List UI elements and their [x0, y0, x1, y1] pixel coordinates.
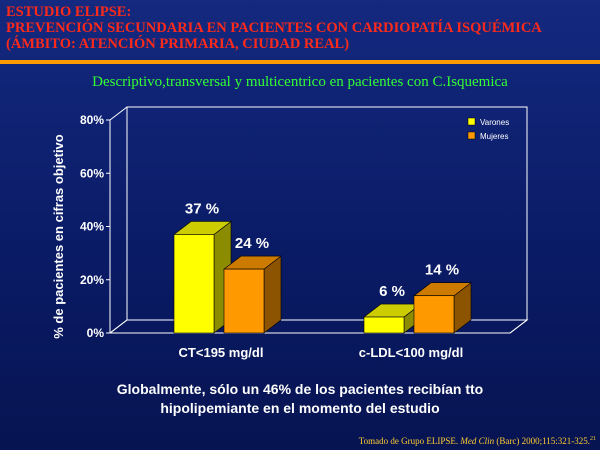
- data-label: 14 %: [425, 262, 459, 279]
- conclusion-line-2: hipolipemiante en el momento del estudio: [160, 400, 440, 416]
- legend-label-varones: Varones: [480, 118, 509, 127]
- category-label: c-LDL<100 mg/dl: [359, 345, 463, 360]
- slide-header: ESTUDIO ELIPSE: PREVENCIÓN SECUNDARIA EN…: [6, 4, 596, 52]
- category-label: CT<195 mg/dl: [179, 345, 264, 360]
- y-tick-label: 20%: [80, 273, 104, 287]
- source-citation: Tomado de Grupo ELIPSE. Med Clin (Barc) …: [359, 436, 596, 446]
- bar-mujeres: [223, 268, 265, 334]
- data-label: 6 %: [379, 283, 405, 300]
- y-axis-label: % de pacientes en cifras objetivo: [51, 134, 66, 339]
- header-line-2: PREVENCIÓN SECUNDARIA EN PACIENTES CON C…: [6, 20, 542, 36]
- header-divider: [0, 60, 600, 64]
- header-line-3: (ÁMBITO: ATENCIÓN PRIMARIA, CIUDAD REAL): [6, 36, 350, 52]
- y-tick-label: 40%: [80, 220, 104, 234]
- conclusion-line-1: Globalmente, sólo un 46% de los paciente…: [116, 381, 484, 397]
- y-tick-label: 80%: [80, 113, 104, 127]
- conclusion-text: Globalmente, sólo un 46% de los paciente…: [0, 380, 600, 418]
- source-ref: 21: [590, 436, 596, 442]
- slide-subtitle: Descriptivo,transversal y multicentrico …: [92, 74, 508, 90]
- source-prefix: Tomado de Grupo ELIPSE.: [358, 436, 459, 446]
- y-axis-top: [109, 106, 128, 121]
- data-label: 24 %: [235, 235, 269, 252]
- header-line-1: ESTUDIO ELIPSE:: [6, 4, 132, 20]
- data-label: 37 %: [185, 200, 219, 217]
- legend-label-mujeres: Mujeres: [480, 132, 508, 141]
- source-journal: Med Clin: [460, 436, 495, 446]
- bar-varones: [363, 316, 405, 334]
- legend-swatch-mujeres: [467, 131, 476, 140]
- bar-mujeres: [413, 295, 455, 334]
- y-tick-label: 0%: [87, 326, 105, 340]
- legend-swatch-varones: [467, 117, 476, 126]
- source-rest: (Barc) 2000;115:321-325.: [496, 436, 590, 446]
- bar-varones: [173, 234, 215, 334]
- bar-mujeres-side: [263, 255, 282, 334]
- y-tick-label: 60%: [80, 166, 104, 180]
